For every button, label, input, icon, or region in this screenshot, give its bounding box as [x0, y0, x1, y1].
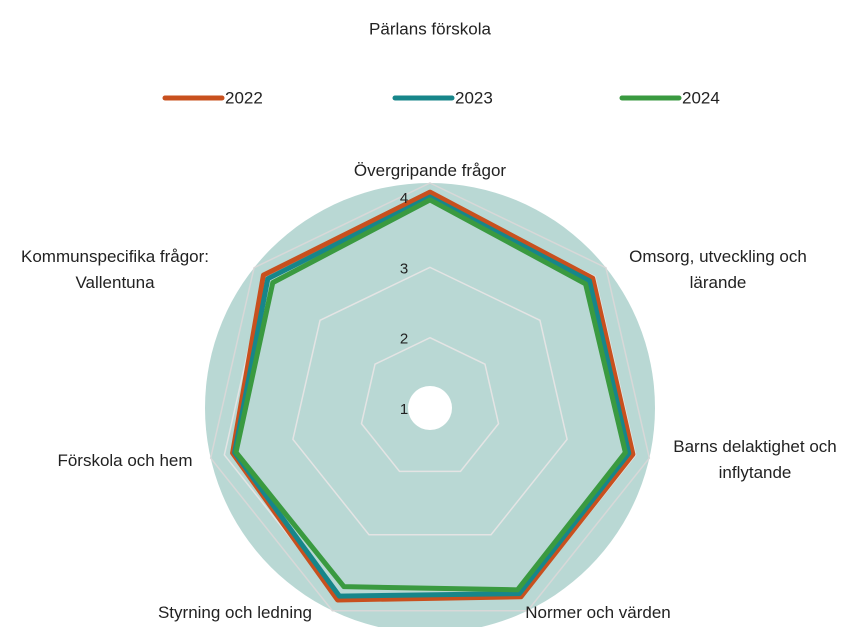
- category-label: Kommunspecifika frågor: Vallentuna: [21, 247, 209, 292]
- chart-title: Pärlans förskola: [369, 19, 491, 38]
- category-label: Barns delaktighet och inflytande: [673, 437, 837, 482]
- category-label: Styrning och ledning: [158, 603, 312, 622]
- tick-label: 4: [400, 190, 408, 207]
- outer-grid: [209, 182, 651, 612]
- legend-label: 2024: [682, 88, 720, 107]
- tick-label: 1: [400, 401, 408, 418]
- series-line: [230, 189, 636, 603]
- grid-line: [360, 336, 500, 473]
- center-hole: [408, 386, 452, 430]
- category-label: Övergripande frågor: [354, 161, 506, 180]
- legend-label: 2023: [455, 88, 493, 107]
- legend-label: 2022: [225, 88, 263, 107]
- tick-label: 2: [400, 331, 408, 348]
- grid-line: [292, 266, 568, 536]
- series-line: [232, 194, 632, 599]
- category-label: Normer och värden: [525, 603, 671, 622]
- tick-label: 3: [400, 260, 408, 277]
- category-label: Förskola och hem: [57, 451, 192, 470]
- category-label: Omsorg, utveckling och lärande: [629, 247, 807, 292]
- series-line: [233, 197, 628, 593]
